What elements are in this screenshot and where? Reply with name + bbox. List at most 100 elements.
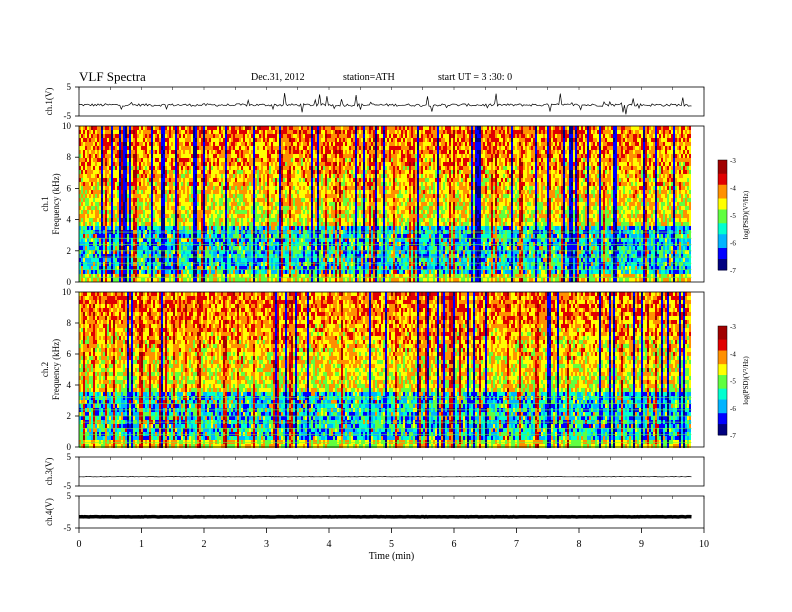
ch1-spectrogram-colorbar-cell [718,212,727,216]
figure-title: VLF Spectra [79,69,146,85]
ch1-spectrogram-colorbar-cell [718,253,727,257]
ch4-waveform-ytick-label: -5 [64,523,72,533]
ch2-spectrogram-colorbar-cell [718,415,727,420]
ch1-waveform-frame [78,86,705,117]
ch1-spectrogram-colorbar-cell [718,245,727,249]
ch4-waveform-ylabel: ch.4(V) [44,498,54,526]
ch1-spectrogram-colorbar-tick: -6 [730,240,736,248]
ch2-spectrogram-colorbar-cell [718,391,727,395]
ch2-spectrogram-colorbar-cell [718,429,727,433]
ch1-spectrogram-colorbar-cell [718,206,727,210]
x-tick-label: 1 [139,539,144,550]
ch1-spectrogram-colorbar [717,159,728,271]
ch2-spectrogram-colorbar-cell [718,342,727,346]
ch1-spectrogram-colorbar-cell [718,223,727,227]
ch3-waveform-ytick-label: -5 [64,481,72,491]
ch2-spectrogram-colorbar-cell [718,350,727,354]
ch1-spectrogram-ytick-label: 4 [67,215,72,225]
ch1-spectrogram-colorbar-cell [718,162,727,166]
ch2-spectrogram-colorbar-tick: -6 [730,405,736,413]
ch2-spectrogram-frame [78,291,705,448]
ch2-spectrogram-colorbar-cell [718,402,727,406]
station-label: station=ATH [343,72,395,83]
ch1-waveform-ytick-label: 5 [67,82,72,92]
start-time-label: start UT = 3 :30: 0 [438,72,512,83]
ch1-spectrogram-colorbar-label: log(PSD)(V²/Hz) [742,190,750,239]
ch2-spectrogram-colorbar-cell [718,345,727,349]
ch2-spectrogram-ytick-label: 10 [62,287,72,297]
ch1-spectrogram-colorbar-cell [718,171,727,175]
ch2-spectrogram-colorbar-cell [718,405,727,409]
ch1-spectrogram-ytick-label: 8 [67,152,72,162]
ch2-spectrogram-colorbar-cell [718,385,727,390]
x-tick-label: 0 [77,539,82,550]
ch2-spectrogram-colorbar-cell [718,424,727,428]
ch2-spectrogram-colorbar-label: log(PSD)(V²/Hz) [742,356,750,405]
ch2-spectrogram-colorbar-cell [718,366,727,371]
ch1-spectrogram-colorbar-cell [718,237,727,241]
ch2-spectrogram-colorbar [717,325,728,436]
ch2-spectrogram-heatmap [79,292,692,448]
ch1-spectrogram-colorbar-cell [718,193,727,197]
ch4-waveform-frame [78,495,705,529]
ch2-spectrogram-colorbar-cell [718,426,727,431]
ch1-spectrogram-colorbar-cell [718,248,727,252]
ch2-spectrogram-colorbar-cell [718,380,727,384]
ch1-spectrogram-colorbar-cell [718,160,727,164]
ch2-spectrogram-ylabel: Frequency (kHz) [51,339,61,400]
ch1-spectrogram-colorbar-cell [718,201,727,205]
ch1-spectrogram-colorbar-cell [718,179,727,183]
ch2-spectrogram-colorbar-cell [718,383,727,387]
ch1-spectrogram-colorbar-cell [718,220,727,224]
ch2-spectrogram-colorbar-cell [718,331,727,335]
ch2-spectrogram-colorbar-cell [718,369,727,373]
ch1-spectrogram-colorbar-cell [718,217,727,221]
ch2-spectrogram-colorbar-cell [718,399,727,403]
ch2-spectrogram-colorbar-cell [718,328,727,332]
ch1-waveform-ytick-label: -5 [64,111,72,121]
ch1-spectrogram-colorbar-cell [718,267,727,271]
ch1-spectrogram-colorbar-cell [718,259,727,263]
ch3-waveform-ylabel: ch.3(V) [44,458,54,486]
ch1-spectrogram-ytick-label: 0 [67,277,72,287]
x-tick-label: 5 [389,539,394,550]
ch1-spectrogram-colorbar-cell [718,226,727,230]
ch1-spectrogram-colorbar-cell [718,184,727,188]
ch1-spectrogram-ytick-label: 2 [67,246,72,256]
ch2-spectrogram-colorbar-cell [718,410,727,414]
date-label: Dec.31, 2012 [251,72,305,83]
ch3-waveform-ytick-label: 5 [67,452,72,462]
ch1-spectrogram-colorbar-cell [718,239,727,243]
ch1-spectrogram-colorbar-cell [718,261,727,265]
ch1-spectrogram-colorbar-cell [718,204,727,208]
x-axis-label: Time (min) [369,551,414,562]
ch1-spectrogram-heatmap [79,126,692,282]
x-tick-label: 8 [577,539,582,550]
ch1-spectrogram-colorbar-tick: -7 [730,267,736,275]
ch1-spectrogram-ytick-label: 6 [67,183,72,193]
ch2-spectrogram-ytick-label: 4 [67,380,72,390]
ch1-spectrogram-ytick-label: 10 [62,121,72,131]
ch2-spectrogram-colorbar-cell [718,364,727,368]
ch2-spectrogram-colorbar-cell [718,375,727,379]
ch2-spectrogram-colorbar-cell [718,432,727,436]
ch2-spectrogram-colorbar-cell [718,407,727,411]
ch1-waveform-ylabel: ch.1(V) [44,88,54,116]
ch2-spectrogram-colorbar-cell [718,347,727,352]
ch2-spectrogram-colorbar-cell [718,372,727,376]
ch2-spectrogram-colorbar-tick: -7 [730,432,736,440]
ch1-spectrogram-colorbar-tick: -4 [730,185,736,193]
ch1-spectrogram-colorbar-cell [718,228,727,232]
ch1-spectrogram-ylabel: ch.1 [40,196,50,211]
ch1-spectrogram-colorbar-cell [718,173,727,177]
ch2-spectrogram-colorbar-tick: -3 [730,323,736,331]
ch2-spectrogram-colorbar-cell [718,377,727,381]
x-tick-label: 9 [639,539,644,550]
ch1-spectrogram-colorbar-cell [718,215,727,219]
ch1-spectrogram-colorbar-cell [718,231,727,235]
ch2-spectrogram-colorbar-cell [718,396,727,401]
ch2-spectrogram-ytick-label: 2 [67,411,72,421]
ch3-waveform-frame [78,456,705,487]
ch1-spectrogram-colorbar-cell [718,250,727,254]
